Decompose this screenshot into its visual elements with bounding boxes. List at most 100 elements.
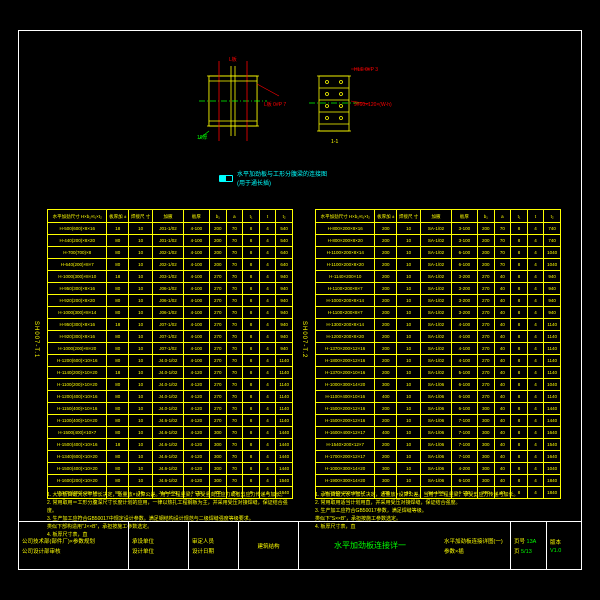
- cell: 80: [107, 247, 129, 259]
- cell: J4.0-1/02: [153, 379, 184, 391]
- table-row: H-1000(300)×8×101810J03-1/024-1002707084…: [48, 271, 293, 283]
- cell: 740: [544, 223, 561, 235]
- cell: SA-1/06: [421, 391, 452, 403]
- cell: 1840: [544, 475, 561, 487]
- col-header: 水平加劲尺寸 H×b₁×t₁×t₂: [48, 210, 107, 223]
- note-line: 2. 常用取用适当计划用直，并采用受压对接焊缝，保证结合强度。: [315, 499, 565, 507]
- cell: 70: [226, 223, 243, 235]
- cell: 10: [397, 307, 421, 319]
- cell: 1040: [544, 259, 561, 271]
- cell: 10: [129, 439, 153, 451]
- cell: 4-100: [183, 355, 209, 367]
- cell: 70: [494, 235, 511, 247]
- cell: 4: [259, 271, 276, 283]
- diagram-area: L板 HLE 0#P 3 9#60×120×(W-h) L板 0#P 7 1-1…: [19, 31, 581, 186]
- cell: 1140: [544, 319, 561, 331]
- cell: 40: [494, 295, 511, 307]
- cell: 4-120: [183, 367, 209, 379]
- cell: 10: [129, 451, 153, 463]
- cell: 70: [226, 247, 243, 259]
- cell: 4-120: [183, 415, 209, 427]
- cell: 80: [107, 379, 129, 391]
- tb-l1b: 公司设计部审核: [22, 547, 125, 555]
- side-label-left: SH007-T.1: [33, 321, 39, 358]
- cell: 8: [243, 451, 260, 463]
- cell: 80: [107, 331, 129, 343]
- table-row: H-1200(600)×10×168010J4.0-1/024-10027070…: [48, 355, 293, 367]
- cell: 1040: [544, 379, 561, 391]
- cell: 4-100: [183, 259, 209, 271]
- cell: J01-1/02: [153, 223, 184, 235]
- cell: 3-100: [451, 235, 477, 247]
- cell: 10: [129, 475, 153, 487]
- cell: 10: [397, 259, 421, 271]
- cell: 8: [243, 331, 260, 343]
- cell: 1140: [276, 355, 293, 367]
- cell: 4: [527, 475, 544, 487]
- cell: 200: [375, 259, 397, 271]
- cell: 7-100: [451, 439, 477, 451]
- cell: H-1200(400)×10×16: [48, 391, 107, 403]
- cell: 70: [226, 415, 243, 427]
- table-row: H-1100×400×10×1640010SA-1/066-1002704084…: [316, 391, 561, 403]
- cell: 80: [107, 283, 129, 295]
- cell: 4-120: [183, 403, 209, 415]
- cell: 300: [209, 475, 226, 487]
- table-row: H-1100(200)×10×208010J4.0-1/024-12027070…: [48, 379, 293, 391]
- cell: 8: [511, 355, 528, 367]
- cell: 270: [209, 379, 226, 391]
- cell: 4: [259, 235, 276, 247]
- cell: 40: [494, 307, 511, 319]
- cell: J4.0-1/02: [153, 367, 184, 379]
- cell: 4-100: [183, 343, 209, 355]
- cell: SA-1/02: [421, 223, 452, 235]
- cell: H-1000(300)×8×14: [48, 307, 107, 319]
- cell: 940: [276, 307, 293, 319]
- cell: SA-1/02: [421, 331, 452, 343]
- cell: H-1500(400)×10×20: [48, 463, 107, 475]
- cell: H-1500(400)×10×7: [48, 427, 107, 439]
- cell: 8: [511, 379, 528, 391]
- cell: 4: [527, 319, 544, 331]
- cell: 8: [511, 247, 528, 259]
- col-header: 焊接尺 寸: [129, 210, 153, 223]
- cell: 200: [375, 439, 397, 451]
- table-row: H-1150(400)×10×168010J4.0-1/024-12027070…: [48, 403, 293, 415]
- col-header: b₁: [209, 210, 226, 223]
- cell: 300: [209, 463, 226, 475]
- table-row: H-700(700)×88010J02-1/024-1002007084640: [48, 247, 293, 259]
- cell: 8: [511, 343, 528, 355]
- cell: SA-1/06: [421, 415, 452, 427]
- cell: 200: [209, 247, 226, 259]
- table-row: H-1100(400)×10×208010J4.6-1/024-12027070…: [48, 415, 293, 427]
- table-row: H-1340(600)×10×208010J4.6-1/024-12030070…: [48, 451, 293, 463]
- col-header: 加腋: [153, 210, 184, 223]
- table-row: H-920(200)×8×208010J06-1/024-10027070849…: [48, 295, 293, 307]
- cell: 300: [477, 403, 494, 415]
- cell: 4: [527, 271, 544, 283]
- cell: H-1200(600)×10×16: [48, 355, 107, 367]
- table-row: H-1100×200×8×720010SA-1/023-200270408494…: [316, 283, 561, 295]
- cell: 10: [397, 403, 421, 415]
- cell: 10: [129, 223, 153, 235]
- cell: 200: [375, 331, 397, 343]
- cell: H-500(600)×8×16: [48, 223, 107, 235]
- cell: 4-100: [183, 247, 209, 259]
- cell: 8: [511, 259, 528, 271]
- cell: H-1900×300×14×20: [316, 475, 375, 487]
- cell: 10: [397, 343, 421, 355]
- cell: 200: [375, 247, 397, 259]
- cell: 10: [129, 307, 153, 319]
- cell: 4: [259, 343, 276, 355]
- table-right-wrap: 水平加劲尺寸 H×b₁×t₁×t₂板厚加 ±焊接尺 寸加腋板厚b₁at₁tt₂H…: [315, 209, 561, 499]
- tb-main-title: 水平加劲板连接详一: [299, 522, 441, 569]
- cell: 200: [375, 235, 397, 247]
- cell: 8: [243, 415, 260, 427]
- cell: 940: [276, 319, 293, 331]
- cell: 80: [107, 427, 129, 439]
- cell: 4: [259, 283, 276, 295]
- cell: 940: [276, 271, 293, 283]
- cell: 10: [397, 379, 421, 391]
- cell: 270: [209, 295, 226, 307]
- cell: 8: [511, 223, 528, 235]
